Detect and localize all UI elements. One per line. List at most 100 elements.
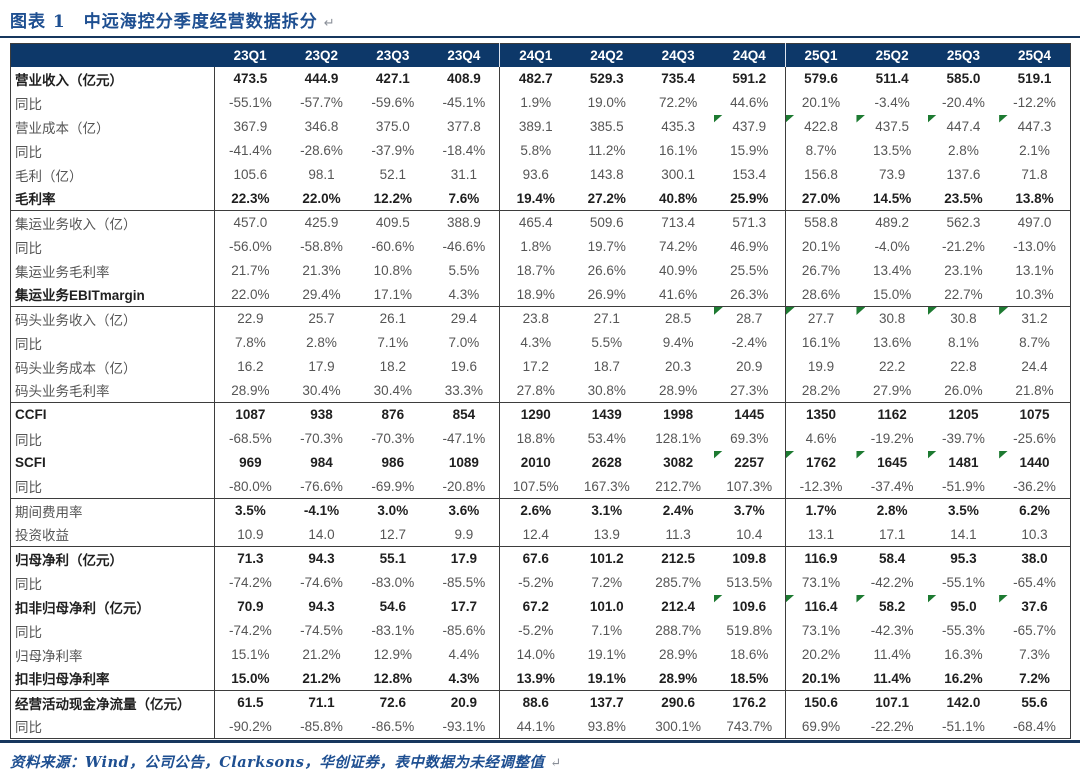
cell-value: 938 bbox=[310, 407, 333, 423]
cell-value: 3082 bbox=[663, 455, 694, 470]
green-flag-icon bbox=[856, 450, 866, 459]
cell-value: 513.5% bbox=[726, 575, 773, 590]
cell-value: 22.0% bbox=[231, 286, 270, 302]
cell-value: 28.2% bbox=[801, 382, 841, 398]
cell-value: 1445 bbox=[734, 407, 765, 423]
cell-value: 54.6 bbox=[379, 599, 406, 614]
data-cell: -58.8% bbox=[286, 235, 357, 259]
data-cell: 21.2% bbox=[286, 643, 357, 667]
row-label: 码头业务成本（亿） bbox=[10, 354, 215, 379]
cell-value: 28.6% bbox=[801, 286, 841, 302]
cell-value: 24.4 bbox=[1021, 359, 1048, 374]
data-cell: 4.6% bbox=[784, 426, 857, 451]
cell-value: 20.1% bbox=[801, 670, 841, 686]
cell-value: 53.4% bbox=[587, 431, 626, 446]
cell-value: 509.6 bbox=[589, 215, 624, 231]
data-cell: 23.5% bbox=[927, 186, 1000, 211]
data-cell: 19.1% bbox=[571, 666, 643, 691]
cell-value: 16.2% bbox=[944, 670, 983, 686]
data-cell: 447.4 bbox=[927, 114, 999, 139]
data-cell: 7.2% bbox=[999, 666, 1071, 691]
cell-value: 1440 bbox=[1019, 455, 1050, 470]
green-flag-icon bbox=[785, 307, 795, 315]
data-cell: 40.8% bbox=[642, 186, 714, 211]
data-cell: 30.4% bbox=[285, 378, 358, 403]
data-cell: 6.2% bbox=[999, 499, 1070, 523]
cell-value: 12.2% bbox=[373, 190, 412, 206]
green-flag-icon bbox=[713, 114, 723, 123]
cell-value: 20.2% bbox=[801, 647, 841, 662]
cell-value: 28.9% bbox=[658, 647, 698, 662]
data-cell: 7.1% bbox=[357, 331, 428, 355]
cell-value: -74.2% bbox=[229, 575, 272, 590]
cell-value: 489.2 bbox=[875, 215, 910, 231]
data-cell: 167.3% bbox=[571, 474, 643, 499]
column-header-24q4: 24Q4 bbox=[713, 43, 786, 67]
data-cell: 116.9 bbox=[784, 546, 857, 571]
cell-value: 10.3% bbox=[1015, 286, 1054, 302]
data-cell: -55.1% bbox=[928, 571, 999, 595]
cell-value: 29.4% bbox=[302, 286, 341, 302]
cell-value: 17.9 bbox=[450, 551, 478, 567]
cell-value: 23.1% bbox=[944, 263, 983, 278]
data-cell: 1439 bbox=[571, 403, 642, 427]
table-row: 同比 7.8% 2.8% 7.1% 7.0% 4.3% 5.5% 9.4% -2.4% 16.1%… bbox=[10, 330, 1071, 355]
cell-value: 13.9% bbox=[516, 670, 555, 686]
figure-title-text: 中远海控分季度经营数据拆分 bbox=[83, 12, 318, 32]
data-cell: -90.2% bbox=[215, 715, 286, 739]
cell-value: 28.5 bbox=[664, 311, 692, 327]
data-cell: 300.1% bbox=[642, 715, 713, 739]
data-cell: 511.4 bbox=[856, 67, 927, 91]
cell-value: 388.9 bbox=[447, 215, 481, 231]
data-cell: 13.4% bbox=[856, 259, 927, 283]
green-flag-icon bbox=[999, 114, 1009, 123]
cell-value: 93.6 bbox=[522, 167, 549, 182]
cell-value: 7.6% bbox=[448, 190, 480, 206]
table-row: 投资收益 10.9 14.0 12.7 9.9 12.4 13.9 11.3 10.4 13.1 1… bbox=[10, 522, 1071, 547]
data-cell: 558.8 bbox=[784, 210, 857, 235]
cell-value: 444.9 bbox=[304, 71, 339, 86]
cell-value: 1089 bbox=[448, 455, 479, 470]
row-label: 期间费用率 bbox=[10, 498, 215, 523]
data-cell: 30.4% bbox=[357, 378, 429, 403]
data-cell: 16.2% bbox=[927, 666, 1000, 691]
cell-value: 29.4 bbox=[450, 311, 478, 327]
cell-value: 95.0 bbox=[950, 599, 977, 614]
cell-value: 300.1 bbox=[661, 167, 696, 182]
green-flag-icon bbox=[713, 450, 723, 459]
cell-value: -19.2% bbox=[870, 431, 914, 446]
data-cell: -69.9% bbox=[357, 474, 429, 499]
data-cell: 585.0 bbox=[928, 67, 999, 91]
data-cell: 1087 bbox=[215, 403, 286, 427]
data-cell: 27.3% bbox=[713, 378, 786, 403]
data-cell: 571.3 bbox=[714, 211, 785, 235]
cell-value: 67.6 bbox=[522, 551, 549, 567]
cell-value: 2.8% bbox=[948, 143, 979, 158]
cell-value: 17.1% bbox=[373, 286, 412, 302]
cell-value: 19.7% bbox=[587, 239, 626, 254]
data-cell: 26.6% bbox=[571, 259, 642, 283]
cell-value: -51.9% bbox=[942, 478, 985, 494]
row-label: 扣非归母净利（亿元） bbox=[10, 594, 215, 619]
cell-value: 31.2 bbox=[1021, 311, 1048, 327]
cell-value: -65.4% bbox=[1013, 575, 1056, 590]
cell-value: 10.4 bbox=[736, 526, 763, 542]
data-cell: 22.3% bbox=[214, 186, 286, 211]
cell-value: 585.0 bbox=[946, 71, 981, 86]
table-row: 毛利率 22.3% 22.0% 12.2% 7.6% 19.4% 27.2% 40.8% 25.… bbox=[10, 186, 1071, 211]
cell-value: 16.1% bbox=[658, 143, 698, 158]
data-cell: -68.5% bbox=[215, 427, 286, 451]
data-cell: 95.0 bbox=[927, 594, 999, 619]
cell-value: 15.1% bbox=[231, 647, 270, 662]
cell-value: 558.8 bbox=[804, 215, 838, 231]
cell-value: 21.7% bbox=[231, 263, 270, 278]
data-cell: 70.9 bbox=[215, 595, 286, 619]
data-cell: -74.2% bbox=[215, 619, 286, 643]
table-row: SCFI 969 984 986 1089 2010 2628 3082 2257 1762 164… bbox=[10, 450, 1071, 475]
cell-value: 7.1% bbox=[591, 623, 623, 638]
column-header-23q2: 23Q2 bbox=[285, 43, 358, 67]
cell-value: 71.8 bbox=[1021, 167, 1048, 182]
data-cell: -12.3% bbox=[784, 474, 857, 499]
data-cell: 20.9 bbox=[714, 355, 785, 379]
cell-value: 854 bbox=[452, 407, 476, 423]
